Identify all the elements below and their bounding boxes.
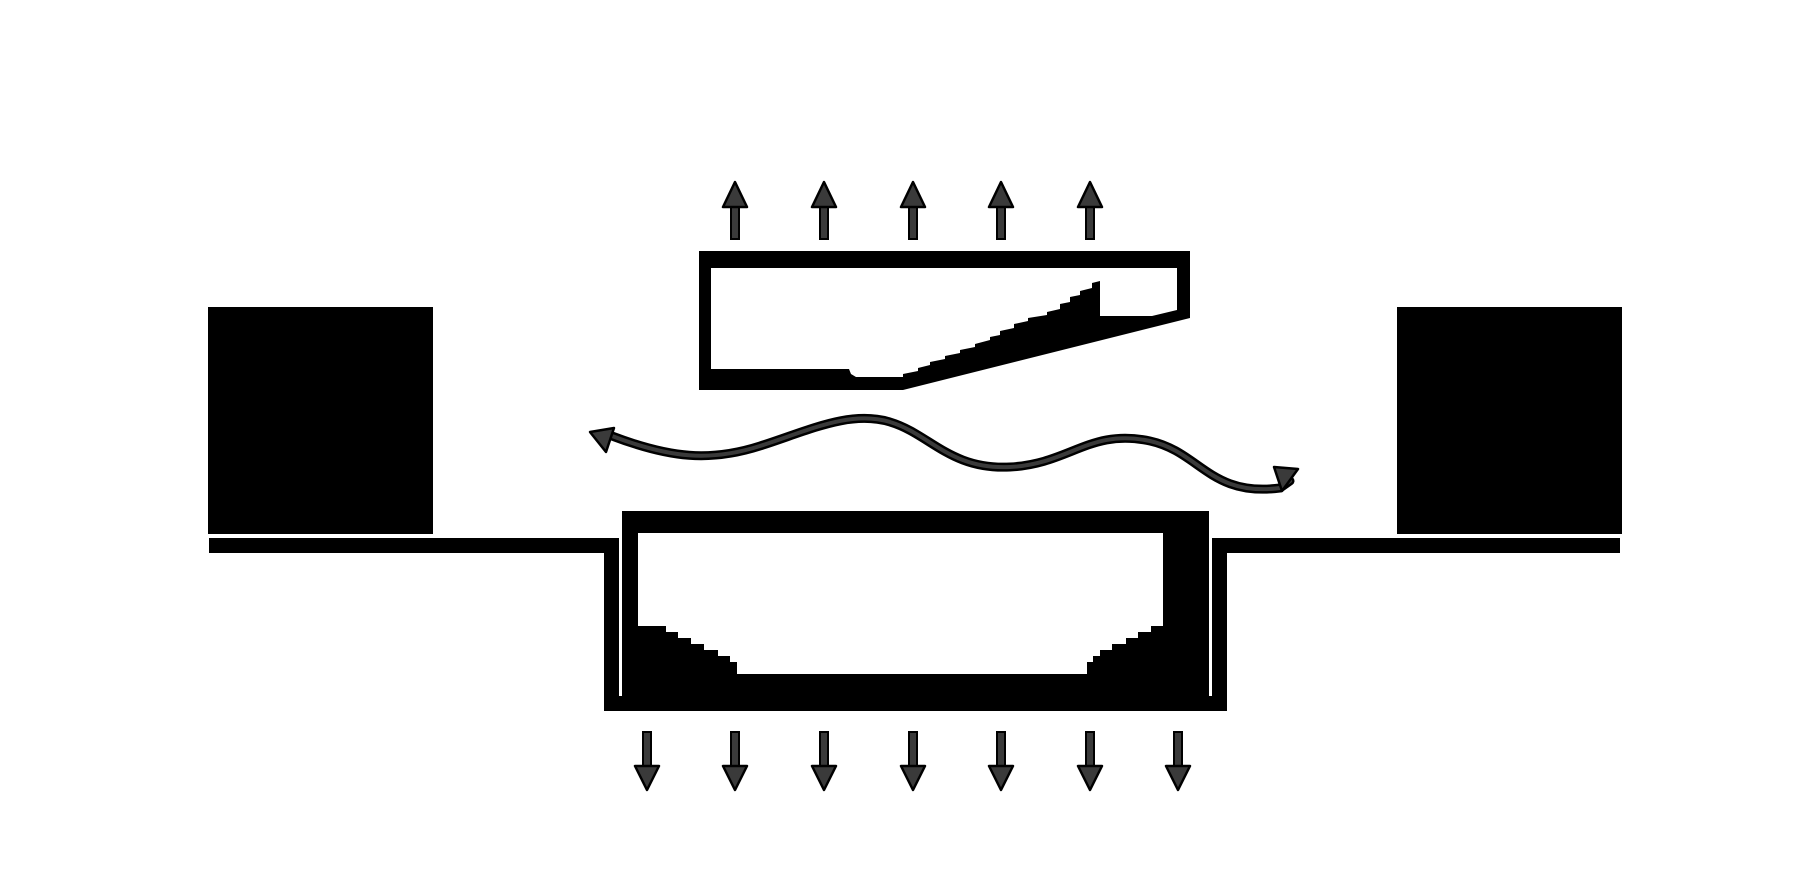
down-arrow-icon xyxy=(633,731,661,792)
down-arrow-icon xyxy=(899,731,927,792)
wave-arrowhead-left xyxy=(588,426,616,454)
upper-floating-volume xyxy=(699,251,1190,390)
left-building-block xyxy=(208,307,433,534)
down-arrow-icon xyxy=(1164,731,1192,792)
ground-line-left xyxy=(209,538,604,553)
lower-volume-frame xyxy=(622,511,1209,696)
up-arrow-icon xyxy=(987,180,1015,240)
wave-inner xyxy=(610,416,1292,492)
ground-line-right xyxy=(1212,538,1620,553)
down-arrow-icon xyxy=(987,731,1015,792)
up-arrow-icon xyxy=(1076,180,1104,240)
up-arrow-icon xyxy=(721,180,749,240)
upper-volume-frame xyxy=(699,251,1190,390)
down-arrow-icon xyxy=(1076,731,1104,792)
right-building-block xyxy=(1397,307,1622,534)
wave-arrowhead-right xyxy=(1272,465,1300,493)
up-arrow-icon xyxy=(899,180,927,240)
bidirectional-wave-arrow-icon xyxy=(588,413,1300,494)
up-arrows-group xyxy=(721,180,1104,240)
down-arrows-group xyxy=(633,731,1192,792)
lower-sunken-volume xyxy=(622,511,1209,696)
down-arrow-icon xyxy=(721,731,749,792)
down-arrow-icon xyxy=(810,731,838,792)
up-arrow-icon xyxy=(810,180,838,240)
